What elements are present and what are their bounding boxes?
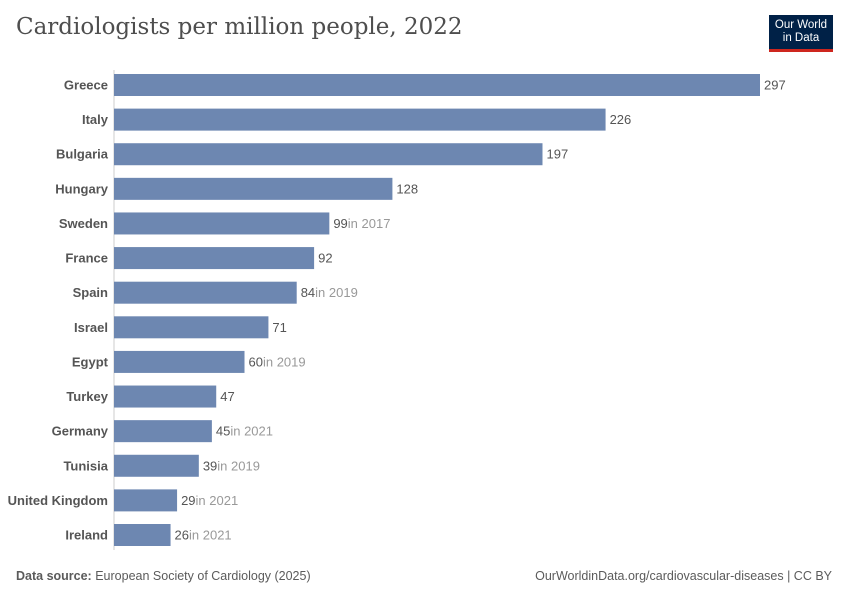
logo-line-1: Our World [774, 19, 828, 31]
category-label: Bulgaria [56, 147, 109, 162]
category-label: Sweden [59, 216, 108, 231]
category-label: United Kingdom [8, 493, 108, 508]
value-label: 297 [764, 78, 786, 93]
bar-united-kingdom[interactable] [114, 489, 178, 512]
value-label: 197 [546, 147, 568, 162]
bar-greece[interactable] [114, 74, 760, 96]
category-label: Egypt [72, 354, 109, 369]
year-note: in 2019 [263, 354, 306, 369]
data-source: Data source: European Society of Cardiol… [16, 569, 311, 583]
owid-logo[interactable]: Our World in Data [769, 15, 833, 52]
value: 92 [318, 251, 332, 266]
value-label: 99in 2017 [333, 216, 390, 231]
category-label: Germany [52, 424, 109, 439]
category-label: Italy [82, 112, 109, 127]
value-label: 60in 2019 [249, 354, 306, 369]
value-label: 71 [272, 320, 286, 335]
bar-tunisia[interactable] [114, 454, 199, 477]
bar-germany[interactable] [114, 420, 212, 443]
year-note: in 2021 [230, 424, 273, 439]
category-label: Spain [73, 285, 108, 300]
value-label: 92 [318, 251, 332, 266]
year-note: in 2019 [217, 458, 260, 473]
value: 26 [175, 528, 189, 543]
value: 47 [220, 389, 234, 404]
source-text: European Society of Cardiology (2025) [95, 569, 311, 583]
value: 29 [181, 493, 195, 508]
value: 226 [610, 112, 632, 127]
bar-ireland[interactable] [114, 524, 171, 546]
bar-france[interactable] [114, 247, 315, 270]
bar-egypt[interactable] [114, 350, 245, 373]
value-label: 226 [610, 112, 632, 127]
value-label: 84in 2019 [301, 285, 358, 300]
category-label: Turkey [66, 389, 108, 404]
bar-turkey[interactable] [114, 385, 217, 408]
chart-title: Cardiologists per million people, 2022 [16, 14, 463, 40]
value: 197 [546, 147, 568, 162]
category-label: Ireland [65, 528, 108, 543]
bar-israel[interactable] [114, 316, 269, 339]
bar-italy[interactable] [114, 108, 606, 131]
value-label: 47 [220, 389, 234, 404]
value: 39 [203, 458, 217, 473]
value: 128 [396, 181, 418, 196]
category-label: Israel [74, 320, 108, 335]
year-note: in 2017 [348, 216, 391, 231]
value: 297 [764, 78, 786, 93]
value: 71 [272, 320, 286, 335]
value: 45 [216, 424, 230, 439]
value-label: 128 [396, 181, 418, 196]
year-note: in 2021 [189, 528, 232, 543]
source-label: Data source: [16, 569, 92, 583]
value: 99 [333, 216, 347, 231]
category-label: Hungary [55, 181, 109, 196]
footer-url[interactable]: OurWorldinData.org/cardiovascular-diseas… [535, 569, 832, 583]
value-label: 26in 2021 [175, 528, 232, 543]
category-label: Greece [64, 78, 108, 93]
bar-bulgaria[interactable] [114, 143, 543, 166]
value: 84 [301, 285, 315, 300]
bar-spain[interactable] [114, 281, 297, 304]
year-note: in 2019 [315, 285, 358, 300]
value: 60 [249, 354, 263, 369]
bar-hungary[interactable] [114, 177, 393, 200]
bar-chart: Greece 297 Italy 226 Bulgaria 197 Hungary 128 Sw… [8, 70, 786, 550]
category-label: Tunisia [63, 458, 108, 473]
year-note: in 2021 [196, 493, 239, 508]
bar-sweden[interactable] [114, 212, 330, 235]
value-label: 45in 2021 [216, 424, 273, 439]
value-label: 29in 2021 [181, 493, 238, 508]
value-label: 39in 2019 [203, 458, 260, 473]
category-label: France [65, 251, 108, 266]
logo-line-2: in Data [782, 32, 820, 44]
